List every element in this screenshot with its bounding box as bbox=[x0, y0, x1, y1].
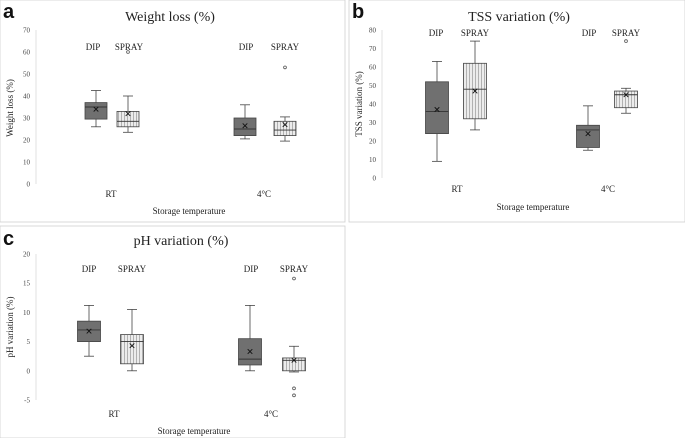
group-label-dip-rt: DIP bbox=[86, 42, 101, 52]
box-spray-rt bbox=[120, 334, 144, 365]
y-tick-label: 5 bbox=[27, 338, 31, 346]
chart-title: pH variation (%) bbox=[134, 234, 229, 249]
y-tick-label: 50 bbox=[23, 71, 31, 79]
y-tick-label: 40 bbox=[369, 101, 377, 109]
mean-marker-spray-rt bbox=[472, 88, 478, 94]
group-label-dip-4c: DIP bbox=[239, 42, 254, 52]
panel-letter-c: c bbox=[3, 228, 14, 250]
group-label-spray-rt: SPRAY bbox=[115, 42, 144, 52]
x-axis-label: Storage temperature bbox=[497, 202, 570, 212]
group-label-spray-rt: SPRAY bbox=[118, 264, 147, 274]
y-tick-label: 20 bbox=[23, 137, 31, 145]
mean-marker-dip-4c bbox=[247, 348, 253, 355]
outlier-point-spray-4c bbox=[624, 39, 628, 43]
category-label-rt: RT bbox=[452, 184, 463, 194]
mean-marker-spray-4c bbox=[291, 357, 297, 363]
category-label-4c: 4°C bbox=[264, 409, 278, 419]
y-tick-label: 20 bbox=[369, 138, 377, 146]
mean-marker-dip-rt bbox=[434, 106, 440, 113]
y-tick-label: 60 bbox=[369, 64, 377, 72]
box-dip-rt bbox=[425, 81, 449, 135]
chart-title: Weight loss (%) bbox=[125, 10, 215, 25]
mean-marker-dip-4c bbox=[585, 130, 591, 137]
panel-a: a Weight loss (%) Weight loss (%) Storag… bbox=[0, 0, 346, 223]
category-label-rt: RT bbox=[106, 189, 117, 199]
y-tick-label: 20 bbox=[23, 251, 31, 259]
y-tick-label: -5 bbox=[24, 397, 30, 405]
mean-marker-dip-4c bbox=[242, 123, 248, 129]
group-label-spray-4c: SPRAY bbox=[612, 28, 641, 38]
y-axis-label: pH variation (%) bbox=[5, 297, 15, 358]
y-axis-label: Weight loss (%) bbox=[5, 79, 15, 137]
panel-letter-b: b bbox=[352, 1, 364, 23]
group-label-spray-rt: SPRAY bbox=[461, 28, 490, 38]
outlier-point-spray-4c bbox=[292, 386, 296, 391]
y-axis-label: TSS variation (%) bbox=[354, 71, 364, 137]
mean-marker-spray-4c bbox=[623, 92, 629, 98]
category-label-rt: RT bbox=[109, 409, 120, 419]
outlier-point-spray-rt bbox=[126, 50, 130, 54]
box-dip-rt bbox=[84, 102, 108, 120]
y-tick-label: 30 bbox=[369, 119, 377, 127]
y-tick-label: 70 bbox=[369, 45, 377, 53]
y-tick-label: 40 bbox=[23, 93, 31, 101]
y-tick-label: 80 bbox=[369, 27, 377, 35]
group-label-dip-rt: DIP bbox=[82, 264, 97, 274]
group-label-spray-4c: SPRAY bbox=[280, 264, 309, 274]
mean-marker-spray-rt bbox=[129, 343, 135, 349]
x-axis-label: Storage temperature bbox=[158, 426, 231, 436]
mean-marker-spray-rt bbox=[125, 110, 131, 117]
category-label-4c: 4°C bbox=[257, 189, 271, 199]
box-spray-4c bbox=[273, 120, 297, 137]
group-label-dip-rt: DIP bbox=[429, 28, 444, 38]
box-dip-4c bbox=[233, 117, 257, 137]
y-tick-label: 0 bbox=[27, 181, 31, 189]
x-axis-label: Storage temperature bbox=[153, 206, 226, 216]
group-label-dip-4c: DIP bbox=[244, 264, 259, 274]
y-tick-label: 50 bbox=[369, 82, 377, 90]
chart-title: TSS variation (%) bbox=[468, 10, 570, 25]
panel-c: c pH variation (%) pH variation (%) Stor… bbox=[0, 225, 346, 438]
group-label-spray-4c: SPRAY bbox=[271, 42, 300, 52]
y-tick-label: 70 bbox=[23, 27, 31, 35]
box-dip-4c bbox=[576, 124, 600, 148]
mean-marker-dip-rt bbox=[86, 328, 92, 334]
y-tick-label: 10 bbox=[23, 159, 31, 167]
y-tick-label: 10 bbox=[23, 309, 31, 317]
mean-marker-dip-rt bbox=[93, 106, 99, 112]
outlier-point-spray-4c bbox=[292, 393, 296, 398]
group-label-dip-4c: DIP bbox=[582, 28, 597, 38]
box-spray-rt bbox=[116, 111, 140, 128]
panel-letter-a: a bbox=[3, 1, 15, 23]
y-tick-label: 15 bbox=[23, 280, 31, 288]
category-label-4c: 4°C bbox=[601, 184, 615, 194]
y-tick-label: 60 bbox=[23, 49, 31, 57]
y-tick-label: 0 bbox=[27, 367, 31, 375]
box-spray-4c bbox=[614, 90, 638, 109]
y-tick-label: 30 bbox=[23, 115, 31, 123]
box-spray-4c bbox=[282, 357, 306, 372]
mean-marker-spray-4c bbox=[282, 121, 288, 128]
outlier-point-spray-4c bbox=[283, 65, 287, 70]
y-tick-label: 0 bbox=[373, 175, 377, 183]
y-tick-label: 10 bbox=[369, 156, 377, 164]
outlier-point-spray-4c bbox=[292, 276, 296, 281]
panel-b: b TSS variation (%) TSS variation (%) St… bbox=[348, 0, 685, 223]
